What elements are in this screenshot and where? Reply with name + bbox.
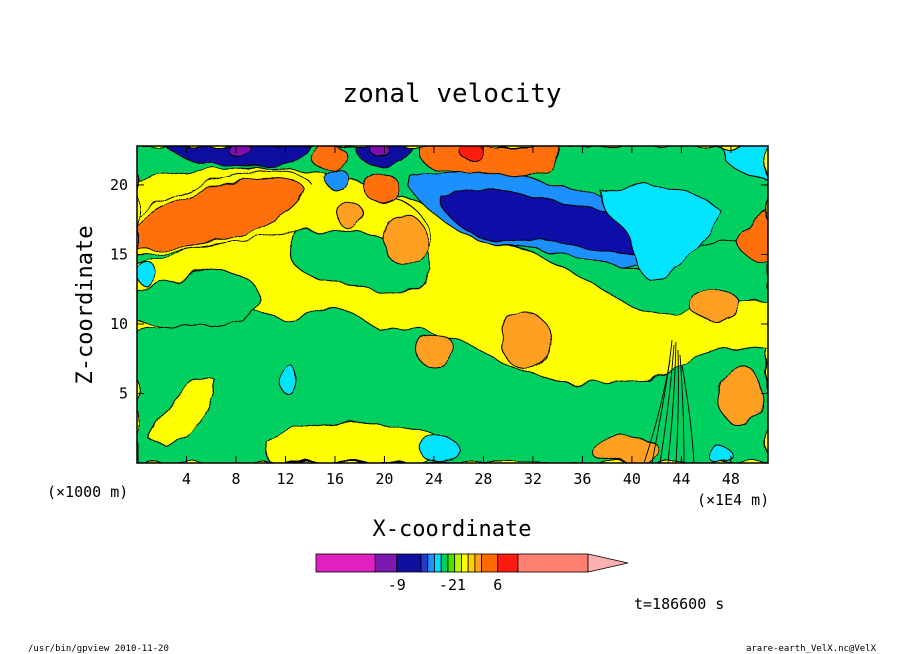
field-right-orange-band [734,211,768,263]
colorbar-tick-label: -9 [388,576,406,594]
field-upper-orange-jet-left-ring [137,170,313,216]
field-yellow-bubble [382,214,428,266]
x-tick-label: 12 [276,470,294,488]
field-upper-cyan-right [599,185,721,281]
x-tick-label: 48 [722,470,740,488]
colorbar-arrow [587,553,629,573]
x-tick-label: 24 [425,470,443,488]
colorbar-tick-label: 1 [457,576,466,594]
time-label: t=186600 s [634,595,724,613]
field-cyan-spot-1 [280,364,298,396]
field-orange-spot-3 [689,289,741,321]
colorbar-segment [454,553,462,573]
colorbar-segment [427,553,435,573]
plot-frame [136,145,769,464]
chart-title: zonal velocity [342,79,561,109]
colorbar-segment [461,553,469,573]
colorbar-segment [440,553,449,573]
x-axis-title: X-coordinate [373,517,532,542]
colorbar-segment [434,553,442,573]
field-top-purple [227,146,253,157]
field-upper-orange-jet-left [137,176,306,249]
footer-right: arare-earth_VelX.nc@VelX [746,644,877,654]
field-orange-spot-5 [589,437,661,463]
y-axis: 5 10 15 20 [110,176,768,402]
colorbar-segment [474,553,483,573]
contour-plume [643,339,695,463]
field-top-purple-2 [369,146,391,157]
x-tick-label: 28 [474,470,492,488]
field-orange-bubble-2 [311,146,349,171]
colorbar-labels: -9 -2 1 6 [388,576,503,594]
x-unit-right: (×1E4 m) [697,491,769,509]
field-cyan-spot-4 [137,262,159,288]
footer-left: /usr/bin/gpview 2010-11-20 [28,644,169,654]
colorbar-segment [467,553,476,573]
field-cyan-spot-2 [419,437,461,463]
colorbar-segment [315,553,376,573]
field-cyan-spot-3 [707,446,733,463]
y-tick-label: 10 [110,315,128,333]
colorbar-tick-label: 6 [493,576,502,594]
field-top-red [459,146,485,161]
contour-field [137,146,768,463]
field-orange-spot-2 [499,311,551,369]
colorbar-segment [447,553,456,573]
x-tick-label: 36 [573,470,591,488]
x-tick-label: 4 [182,470,191,488]
colorbar-segment [481,553,499,573]
y-tick-label: 20 [110,176,128,194]
colorbar-segment [517,553,589,573]
field-orange-spot-4 [717,364,763,426]
field-left-cyan-bubble [325,169,351,191]
colorbar-segment [420,553,429,573]
colorbar-segment [374,553,398,573]
y-tick-label: 5 [119,384,128,402]
field-orange-spot-1 [416,331,454,369]
y-tick-label: 15 [110,245,128,263]
x-unit-left: (×1000 m) [47,483,128,501]
colorbar [315,553,629,573]
field-green-left-mid [137,267,259,328]
colorbar-tick-label: -2 [439,576,457,594]
field-orange-bubble-1 [363,173,401,203]
x-tick-label: 16 [326,470,344,488]
field-yellow-pocket-1 [149,377,216,451]
x-tick-label: 40 [623,470,641,488]
colorbar-segment [497,553,519,573]
x-tick-label: 32 [524,470,542,488]
y-axis-title: Z-coordinate [73,226,98,385]
plot-area [136,145,769,464]
x-tick-label: 8 [231,470,240,488]
colorbar-segment [396,553,422,573]
x-tick-label: 44 [672,470,690,488]
x-tick-label: 20 [375,470,393,488]
field-yellow-bubble-2 [337,200,363,230]
x-axis: 4 8 12 16 20 24 28 32 36 40 44 48 [182,146,740,488]
